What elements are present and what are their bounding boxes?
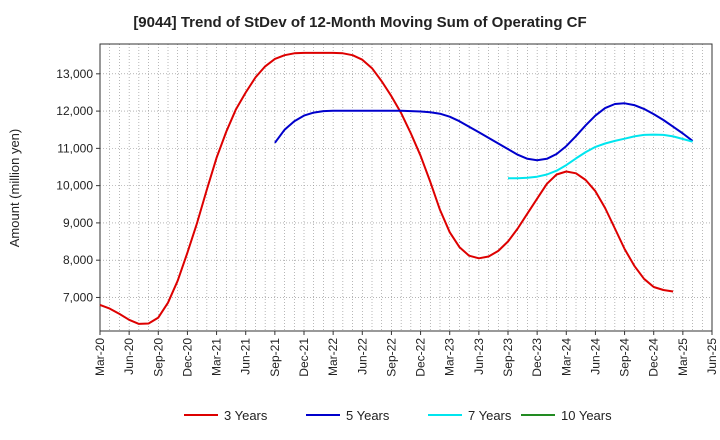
legend-label-2: 5 Years — [346, 408, 390, 423]
x-tick-label: Sep-23 — [501, 338, 515, 377]
x-tick-label: Dec-20 — [180, 338, 194, 377]
x-tick-label: Jun-22 — [355, 338, 369, 375]
x-tick-label: Sep-24 — [618, 338, 632, 377]
x-tick-label: Sep-20 — [151, 338, 165, 377]
x-tick-label: Sep-21 — [268, 338, 282, 377]
x-tick-label: Mar-24 — [559, 338, 573, 376]
x-tick-label: Mar-21 — [210, 338, 224, 376]
y-tick-label: 12,000 — [56, 104, 93, 118]
x-tick-label: Mar-23 — [443, 338, 457, 376]
y-axis: 7,000 8,000 9,000 10,000 11,000 12,000 13,000 — [56, 67, 100, 304]
series-line-1 — [99, 51, 674, 325]
legend: 3 Years 5 Years 7 Years 10 Years — [184, 408, 612, 423]
legend-label-4: 10 Years — [561, 408, 612, 423]
x-tick-label: Jun-23 — [472, 338, 486, 375]
y-tick-label: 9,000 — [63, 216, 93, 230]
x-tick-label: Jun-20 — [122, 338, 136, 375]
x-tick-label: Dec-24 — [647, 338, 661, 377]
y-tick-label: 8,000 — [63, 253, 93, 267]
plot-frame — [99, 43, 713, 332]
series-line-3 — [508, 133, 693, 180]
y-tick-label: 11,000 — [57, 141, 93, 155]
legend-label-3: 7 Years — [468, 408, 512, 423]
x-tick-label: Mar-20 — [93, 338, 107, 376]
series-line-2 — [274, 102, 694, 162]
y-axis-title: Amount (million yen) — [7, 129, 22, 248]
x-tick-label: Jun-21 — [239, 338, 253, 375]
x-tick-label: Dec-21 — [297, 338, 311, 377]
x-tick-label: Jun-24 — [588, 338, 602, 375]
plot-background — [100, 44, 712, 331]
y-tick-label: 13,000 — [56, 67, 93, 81]
y-tick-label: 10,000 — [56, 179, 93, 193]
x-tick-label: Sep-22 — [384, 338, 398, 377]
x-tick-label: Jun-25 — [705, 338, 719, 375]
x-axis: Mar-20 Jun-20 Sep-20 Dec-20 Mar-21 Jun-21 Sep-… — [93, 331, 719, 377]
x-tick-label: Mar-22 — [326, 338, 340, 376]
series-lines — [99, 51, 694, 325]
x-tick-label: Mar-25 — [676, 338, 690, 376]
y-tick-label: 7,000 — [63, 290, 93, 304]
x-tick-label: Dec-23 — [530, 338, 544, 377]
x-tick-label: Dec-22 — [414, 338, 428, 377]
grid — [100, 44, 712, 331]
chart-title: [9044] Trend of StDev of 12-Month Moving… — [133, 14, 587, 31]
legend-label-1: 3 Years — [224, 408, 268, 423]
